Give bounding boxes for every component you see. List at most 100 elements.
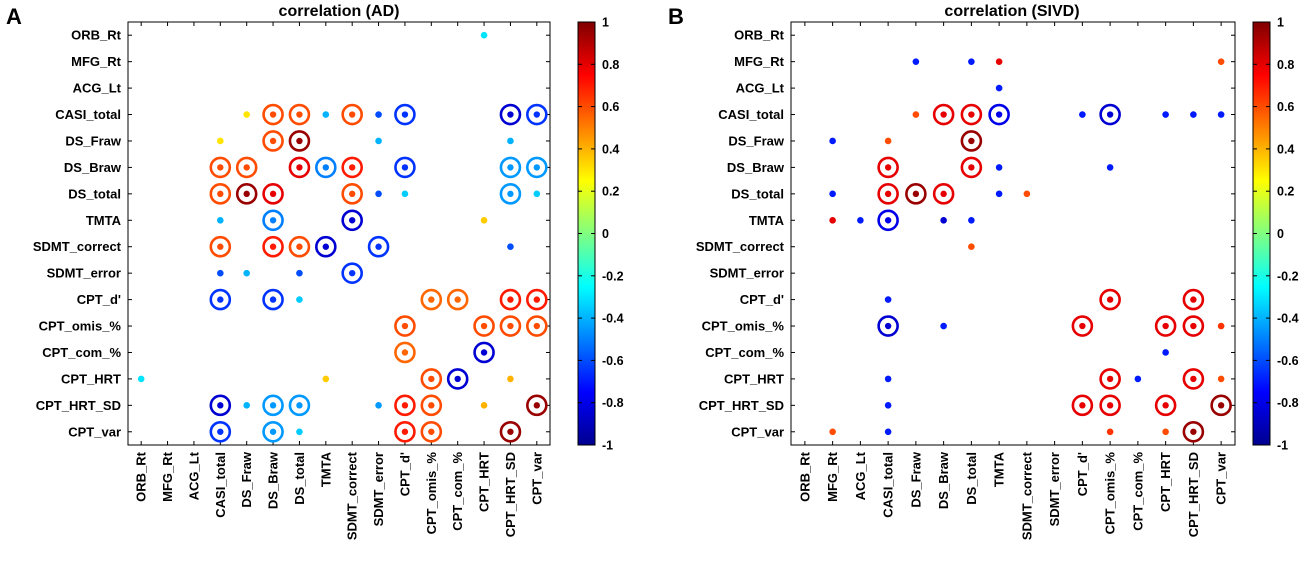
panel-b-plot: ORB_Rt ORB_Rt MFG_Rt MFG_Rt ACG_Lt ACG_Lt CASI…	[696, 21, 1236, 540]
cell-cpt-d-prime-cpt-omis-pct	[1099, 288, 1121, 311]
dot-marker	[884, 375, 892, 383]
colorbar-tick-label: 0.2	[602, 185, 619, 199]
cell-cpt-omis-pct-cpt-var	[526, 315, 548, 337]
dot-marker	[217, 137, 224, 145]
cell-ds-braw-casi-total	[877, 156, 899, 179]
x-tick-acg-lt: ACG_Lt	[853, 451, 868, 500]
cell-cpt-omis-pct-cpt-hrt	[1154, 315, 1177, 337]
y-tick-sdmt-error: SDMT_error	[47, 266, 121, 281]
x-tick-cpt-d-prime: CPT_d'	[1075, 452, 1090, 496]
dot-marker	[1217, 375, 1225, 383]
cell-cpt-omis-pct-ds-braw	[940, 322, 947, 330]
dot-marker	[269, 296, 277, 303]
cell-tmta-mfg-rt	[829, 216, 836, 224]
y-tick-ds-fraw: DS_Fraw	[65, 133, 122, 148]
cell-ds-fraw-casi-total	[217, 137, 224, 145]
dot-marker	[401, 322, 409, 330]
x-tick-ds-braw: DS_Braw	[936, 451, 951, 509]
dot-marker	[1190, 296, 1197, 303]
dot-marker	[269, 137, 277, 145]
y-tick-ds-braw: DS_Braw	[727, 160, 785, 175]
dot-marker	[533, 402, 541, 409]
panel-b: B correlation (SIVD) ORB_Rt ORB_Rt MFG_Rt M…	[668, 3, 1299, 540]
cell-ds-total-sdmt-error	[375, 190, 382, 198]
cell-cpt-d-prime-casi-total	[209, 288, 232, 311]
cell-cpt-var-casi-total	[884, 428, 892, 436]
cell-cpt-var-cpt-omis-pct	[420, 420, 443, 443]
dot-marker	[322, 111, 330, 118]
cell-mfg-rt-ds-total	[968, 58, 975, 65]
cell-cpt-hrt-sd-ds-total	[288, 394, 311, 417]
dot-marker	[912, 190, 920, 198]
dot-marker	[401, 428, 409, 435]
cell-cpt-hrt-cpt-omis-pct	[420, 368, 443, 390]
cell-cpt-omis-pct-cpt-hrt-sd	[499, 315, 522, 337]
dot-marker	[480, 216, 488, 224]
dot-marker	[533, 111, 541, 118]
dot-marker	[322, 375, 330, 383]
y-tick-tmta: TMTA	[749, 213, 785, 228]
dot-marker	[243, 111, 250, 118]
dot-marker	[857, 216, 864, 224]
cell-cpt-omis-pct-cpt-d-prime	[1071, 315, 1094, 337]
cell-ds-braw-ds-fraw	[235, 156, 258, 179]
dot-marker	[1162, 322, 1169, 330]
dot-marker	[296, 402, 303, 409]
cell-mfg-rt-cpt-var	[1217, 58, 1225, 65]
dot-marker	[884, 428, 892, 436]
cell-cpt-com-pct-cpt-d-prime	[394, 341, 416, 364]
dot-marker	[322, 164, 330, 171]
dot-marker	[1106, 296, 1114, 303]
x-tick-cpt-hrt-sd: CPT_HRT_SD	[1186, 452, 1201, 537]
plot-area	[127, 21, 551, 446]
cell-ds-braw-cpt-hrt-sd	[499, 156, 522, 179]
cell-cpt-d-prime-casi-total	[884, 296, 892, 303]
dot-marker	[507, 428, 514, 435]
panel-b-letter: B	[668, 4, 684, 29]
dot-marker	[1106, 428, 1114, 436]
dot-marker	[1190, 428, 1197, 435]
cell-cpt-var-cpt-hrt-sd	[1182, 420, 1205, 443]
cell-cpt-hrt-sd-cpt-hrt	[1154, 394, 1177, 417]
dot-marker	[968, 216, 975, 224]
cell-cpt-com-pct-cpt-hrt	[1162, 349, 1169, 356]
colorbar-tick-label: 0.6	[1277, 100, 1294, 114]
dot-marker	[1190, 322, 1197, 330]
dot-marker	[217, 428, 224, 435]
cell-cpt-com-pct-cpt-hrt	[473, 341, 495, 364]
dot-marker	[995, 111, 1003, 118]
dot-marker	[348, 164, 356, 171]
cell-sdmt-error-casi-total	[217, 269, 224, 277]
cell-ds-total-ds-fraw	[235, 183, 258, 205]
cell-orb-rt-cpt-hrt	[480, 31, 488, 39]
dot-marker	[507, 243, 514, 251]
cell-ds-fraw-ds-total	[288, 130, 311, 152]
dot-marker	[940, 322, 947, 330]
dot-marker	[968, 164, 975, 171]
dot-marker	[269, 243, 277, 250]
cell-sdmt-correct-casi-total	[209, 235, 232, 258]
dot-marker	[296, 164, 303, 171]
colorbar-tick-label: -0.4	[602, 312, 624, 326]
dot-marker	[507, 296, 514, 303]
cell-tmta-cpt-hrt	[480, 216, 488, 224]
colorbar-tick-label: 0.8	[602, 58, 619, 72]
cell-casi-total-tmta	[988, 103, 1010, 126]
x-tick-acg-lt: ACG_Lt	[186, 451, 201, 500]
x-tick-sdmt-correct: SDMT_correct	[1019, 451, 1034, 540]
cell-tmta-acg-lt	[857, 216, 864, 224]
cell-casi-total-cpt-d-prime	[394, 103, 416, 126]
dot-marker	[829, 137, 836, 145]
dot-marker	[269, 111, 277, 118]
x-tick-cpt-omis-pct: CPT_omis_%	[1103, 452, 1118, 535]
x-tick-orb-rt: ORB_Rt	[134, 451, 149, 502]
x-tick-ds-total: DS_total	[964, 452, 979, 505]
dot-marker	[296, 243, 303, 250]
cell-cpt-hrt-sd-ds-braw	[262, 394, 284, 417]
y-tick-cpt-omis-pct: CPT_omis_%	[39, 319, 122, 334]
cell-sdmt-correct-cpt-hrt-sd	[507, 243, 514, 251]
dot-marker	[401, 164, 409, 171]
dot-marker	[507, 190, 514, 198]
dot-marker	[217, 296, 224, 303]
cell-casi-total-ds-fraw	[243, 111, 250, 118]
